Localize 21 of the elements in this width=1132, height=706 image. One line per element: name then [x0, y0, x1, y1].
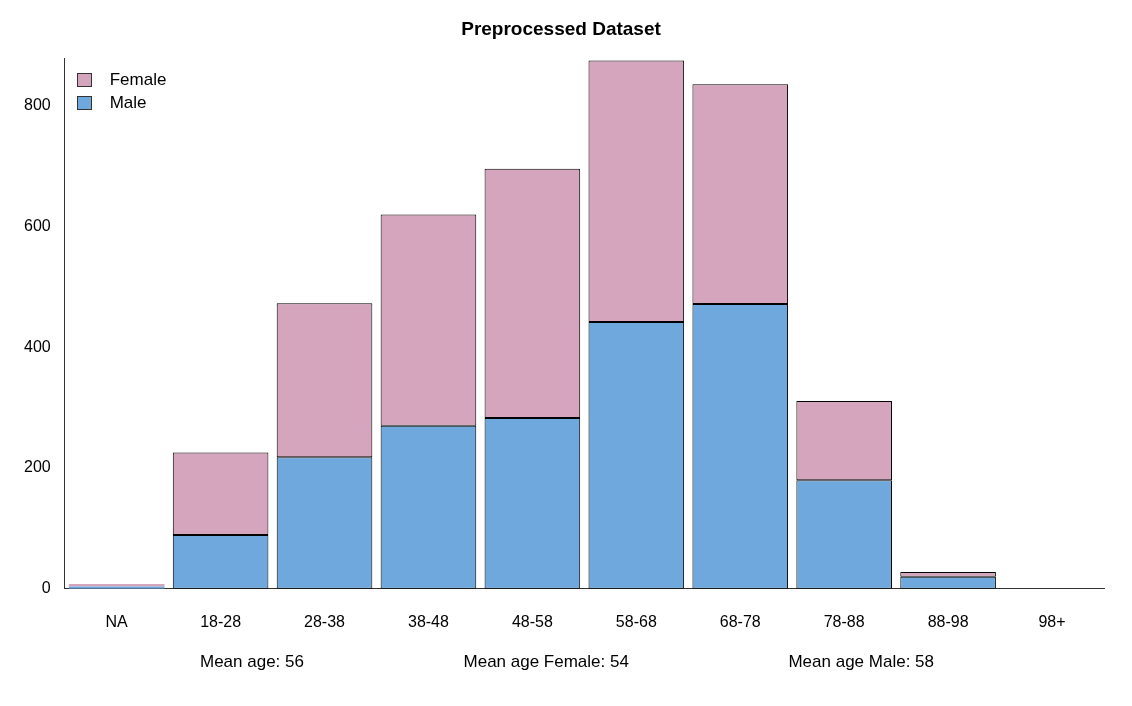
x-tick-label: 88-98	[927, 612, 969, 630]
x-tick-label: 28-38	[304, 612, 346, 630]
x-tick-label: 48-58	[511, 612, 553, 630]
text: Mean age: 56	[200, 652, 304, 672]
y-tick-label: 400	[23, 337, 51, 355]
y-tick-label: 800	[23, 96, 51, 114]
legend-label: Female	[109, 70, 167, 91]
y-tick-label: 0	[41, 579, 51, 597]
x-tick-label: 78-88	[823, 612, 865, 630]
x-tick-label: 98+	[1038, 612, 1066, 630]
text: Mean age Male: 58	[788, 652, 934, 672]
text: Mean age Female: 54	[463, 652, 629, 672]
x-tick-label: 38-48	[407, 612, 450, 630]
chart-title: Preprocessed Dataset	[461, 17, 662, 39]
x-tick-label: NA	[105, 612, 129, 630]
y-tick-label: 200	[23, 458, 51, 476]
x-tick-label: 18-28	[200, 612, 242, 630]
y-tick-label: 600	[23, 217, 51, 235]
legend-label: Male	[109, 93, 147, 114]
x-tick-label: 68-78	[719, 612, 761, 630]
x-tick-label: 58-68	[615, 612, 657, 630]
